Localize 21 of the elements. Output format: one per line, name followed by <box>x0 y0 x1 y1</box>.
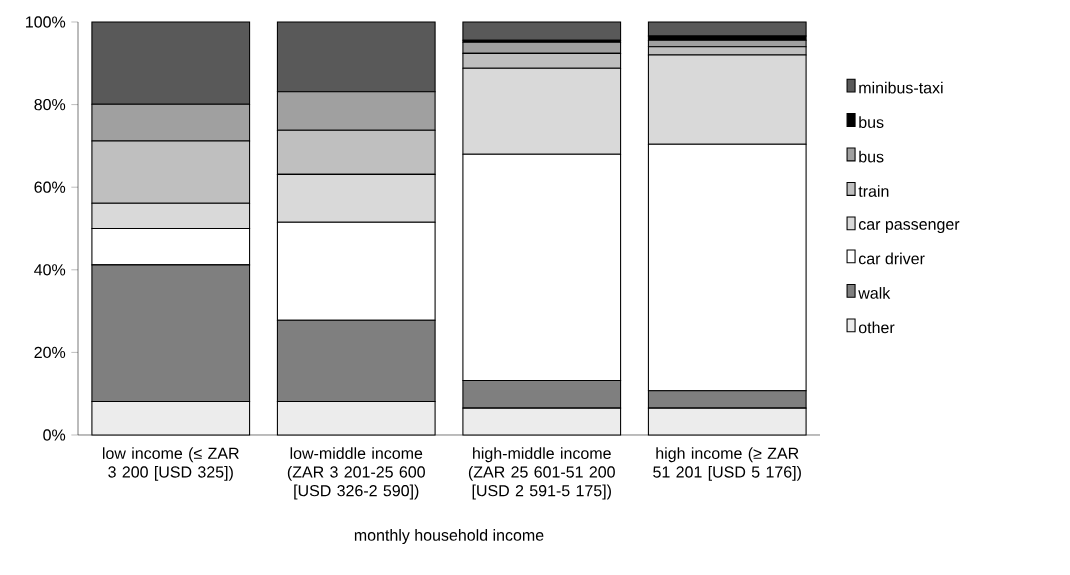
bar <box>647 21 807 37</box>
legend-label: car driver <box>858 252 925 265</box>
x-axis-title: monthly household income <box>354 529 544 545</box>
y-tick-label: 100% <box>26 16 66 28</box>
bar <box>462 21 622 41</box>
x-tick-label: low-middle income (ZAR 3 201-25 600 [USD 326-2 590]) <box>287 447 425 500</box>
legend-label: car passenger <box>858 221 960 234</box>
x-tick-label: low income (≤ ZAR 3 200 [USD 325]) <box>102 447 239 481</box>
legend-label: walk <box>858 287 891 299</box>
y-tick-label: 0% <box>43 429 66 441</box>
legend-label: minibus-taxi <box>859 81 943 94</box>
legend-label: train <box>858 185 889 197</box>
legend-label: bus <box>859 150 884 163</box>
x-tick-label: high-middle income (ZAR 25 601-51 200 [USD 2 591-5 175]) <box>468 447 615 500</box>
y-tick-label: 20% <box>34 346 66 359</box>
y-tick-label: 60% <box>34 181 66 193</box>
legend-label: bus <box>859 116 884 128</box>
legend-label: other <box>858 321 895 334</box>
x-tick-label: high income (≥ ZAR 51 201 [USD 5 176]) <box>653 447 801 481</box>
y-tick-label: 80% <box>34 98 66 111</box>
y-tick-label: 40% <box>34 264 66 276</box>
